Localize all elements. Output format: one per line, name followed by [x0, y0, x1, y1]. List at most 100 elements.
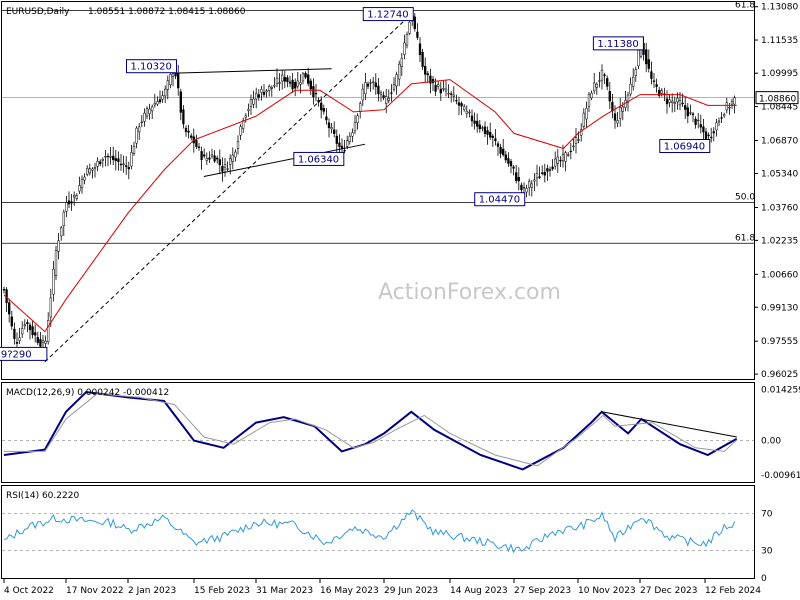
candle-body	[546, 168, 549, 172]
macd-tick-label: 0.00	[761, 437, 781, 447]
candle-body	[340, 145, 344, 149]
candle-body	[455, 99, 458, 102]
candle-body	[101, 159, 104, 161]
candle-body	[23, 324, 26, 327]
candle-body	[426, 73, 429, 76]
candle-body	[364, 82, 367, 95]
candle-body	[278, 82, 281, 84]
candle-body	[463, 106, 466, 111]
candle-body	[580, 129, 583, 136]
candle-body	[465, 110, 468, 114]
candle-body	[574, 137, 578, 144]
candle-body	[676, 97, 679, 103]
candle-body	[195, 139, 198, 147]
candle-body	[691, 113, 695, 116]
candle-body	[577, 139, 580, 141]
candle-body	[83, 176, 86, 181]
candle-body	[73, 194, 76, 198]
candle-body	[647, 59, 650, 69]
candle-body	[460, 103, 463, 107]
price-label: 1.12740	[367, 10, 408, 21]
candle-body	[515, 172, 518, 182]
candle-body	[151, 106, 154, 112]
candle-body	[31, 326, 34, 336]
candle-body	[434, 84, 437, 92]
candle-body	[561, 154, 565, 162]
candle-body	[359, 103, 362, 112]
candle-body	[403, 42, 406, 55]
candle-body	[39, 339, 42, 347]
candle-body	[353, 122, 357, 132]
current-price-label: 1.08860	[759, 95, 796, 105]
candle-body	[275, 77, 279, 84]
candle-body	[187, 130, 190, 133]
candle-body	[600, 69, 604, 81]
candle-body	[234, 151, 237, 158]
candle-body	[491, 135, 494, 138]
candle-body	[655, 84, 658, 87]
candle-body	[582, 112, 585, 127]
candle-body	[569, 150, 572, 153]
candle-body	[119, 163, 123, 166]
candle-body	[366, 83, 370, 87]
price-label: 1.04470	[479, 195, 520, 206]
candle-body	[522, 186, 526, 189]
x-tick-label: 17 Nov 2022	[66, 586, 124, 596]
candle-body	[273, 85, 276, 87]
candle-body	[252, 98, 255, 105]
candle-body	[619, 107, 622, 119]
candle-body	[678, 100, 682, 106]
candle-body	[717, 120, 721, 123]
candle-body	[356, 115, 359, 123]
candle-body	[132, 145, 136, 155]
candle-body	[260, 89, 263, 93]
candle-body	[382, 95, 385, 99]
candle-body	[148, 108, 151, 114]
candle-body	[494, 138, 497, 142]
candle-body	[218, 159, 221, 166]
candle-body	[608, 91, 611, 102]
candle-body	[104, 156, 107, 158]
candle-body	[304, 72, 307, 78]
candle-body	[650, 71, 653, 79]
candle-body	[18, 337, 21, 341]
candle-body	[333, 129, 336, 135]
candle-body	[405, 34, 409, 46]
candle-body	[444, 88, 448, 92]
candle-body	[213, 155, 216, 162]
candle-body	[54, 250, 58, 276]
candle-body	[262, 92, 266, 96]
candle-body	[668, 99, 671, 103]
candle-body	[210, 154, 214, 157]
candle-body	[322, 108, 325, 112]
price-label: 1.11380	[597, 39, 638, 50]
candle-body	[658, 90, 661, 96]
candle-body	[112, 155, 115, 160]
candle-body	[36, 337, 39, 343]
candle-body	[320, 102, 323, 111]
candle-body	[60, 227, 63, 237]
candle-body	[673, 102, 676, 104]
x-tick-label: 14 Aug 2023	[450, 586, 508, 596]
candle-body	[130, 152, 133, 167]
candle-body	[177, 73, 180, 89]
candle-body	[78, 185, 81, 192]
candle-body	[392, 84, 396, 90]
candle-body	[75, 195, 78, 199]
candle-body	[114, 158, 117, 162]
candle-body	[169, 74, 172, 85]
candle-body	[221, 166, 224, 172]
price-label: 1.10320	[131, 62, 172, 73]
candle-body	[421, 51, 424, 67]
x-tick-label: 16 May 2023	[320, 586, 379, 596]
candle-body	[65, 202, 68, 212]
candle-body	[86, 168, 89, 175]
candle-body	[572, 145, 575, 148]
candle-body	[314, 92, 318, 95]
y-tick-label: 1.11535	[761, 36, 798, 46]
candle-body	[447, 92, 450, 95]
candle-body	[296, 80, 299, 87]
candle-body	[694, 118, 697, 125]
candle-body	[686, 107, 689, 117]
candle-body	[374, 82, 377, 88]
